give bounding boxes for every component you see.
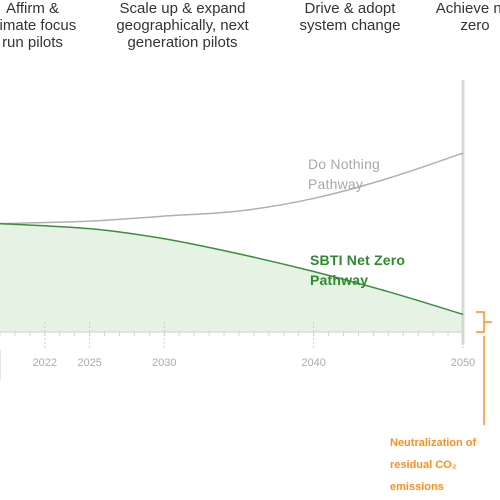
x-tick-label-2025: 2025 (77, 357, 101, 369)
x-tick-label-2040: 2040 (301, 357, 325, 369)
phase-4-label: Achieve net zero (435, 0, 500, 34)
net-zero-area (0, 223, 463, 332)
phase-1-label: Affirm & climate focus run pilots (0, 0, 77, 51)
do-nothing-label-text: Do Nothing Pathway (308, 156, 381, 192)
do-nothing-line (0, 152, 464, 225)
net-zero-line (0, 222, 464, 316)
phase-2-label: Scale up & expand geographically, next g… (116, 0, 249, 51)
net-zero-label: SBTI Net Zero Pathway (310, 250, 405, 290)
phase-3-label: Drive & adopt system change (299, 0, 401, 34)
do-nothing-label: Do Nothing Pathway (308, 154, 380, 194)
neutralization-annotation: Neutralization of residual CO₂ emissions (390, 437, 477, 493)
neutralization-bracket (476, 311, 485, 333)
x-tick-label-2050: 2050 (451, 357, 475, 369)
x-tick-label-2030: 2030 (152, 357, 176, 369)
net-zero-label-text: SBTI Net Zero Pathway (310, 252, 406, 288)
x-tick-label-2022: 2022 (33, 357, 57, 369)
